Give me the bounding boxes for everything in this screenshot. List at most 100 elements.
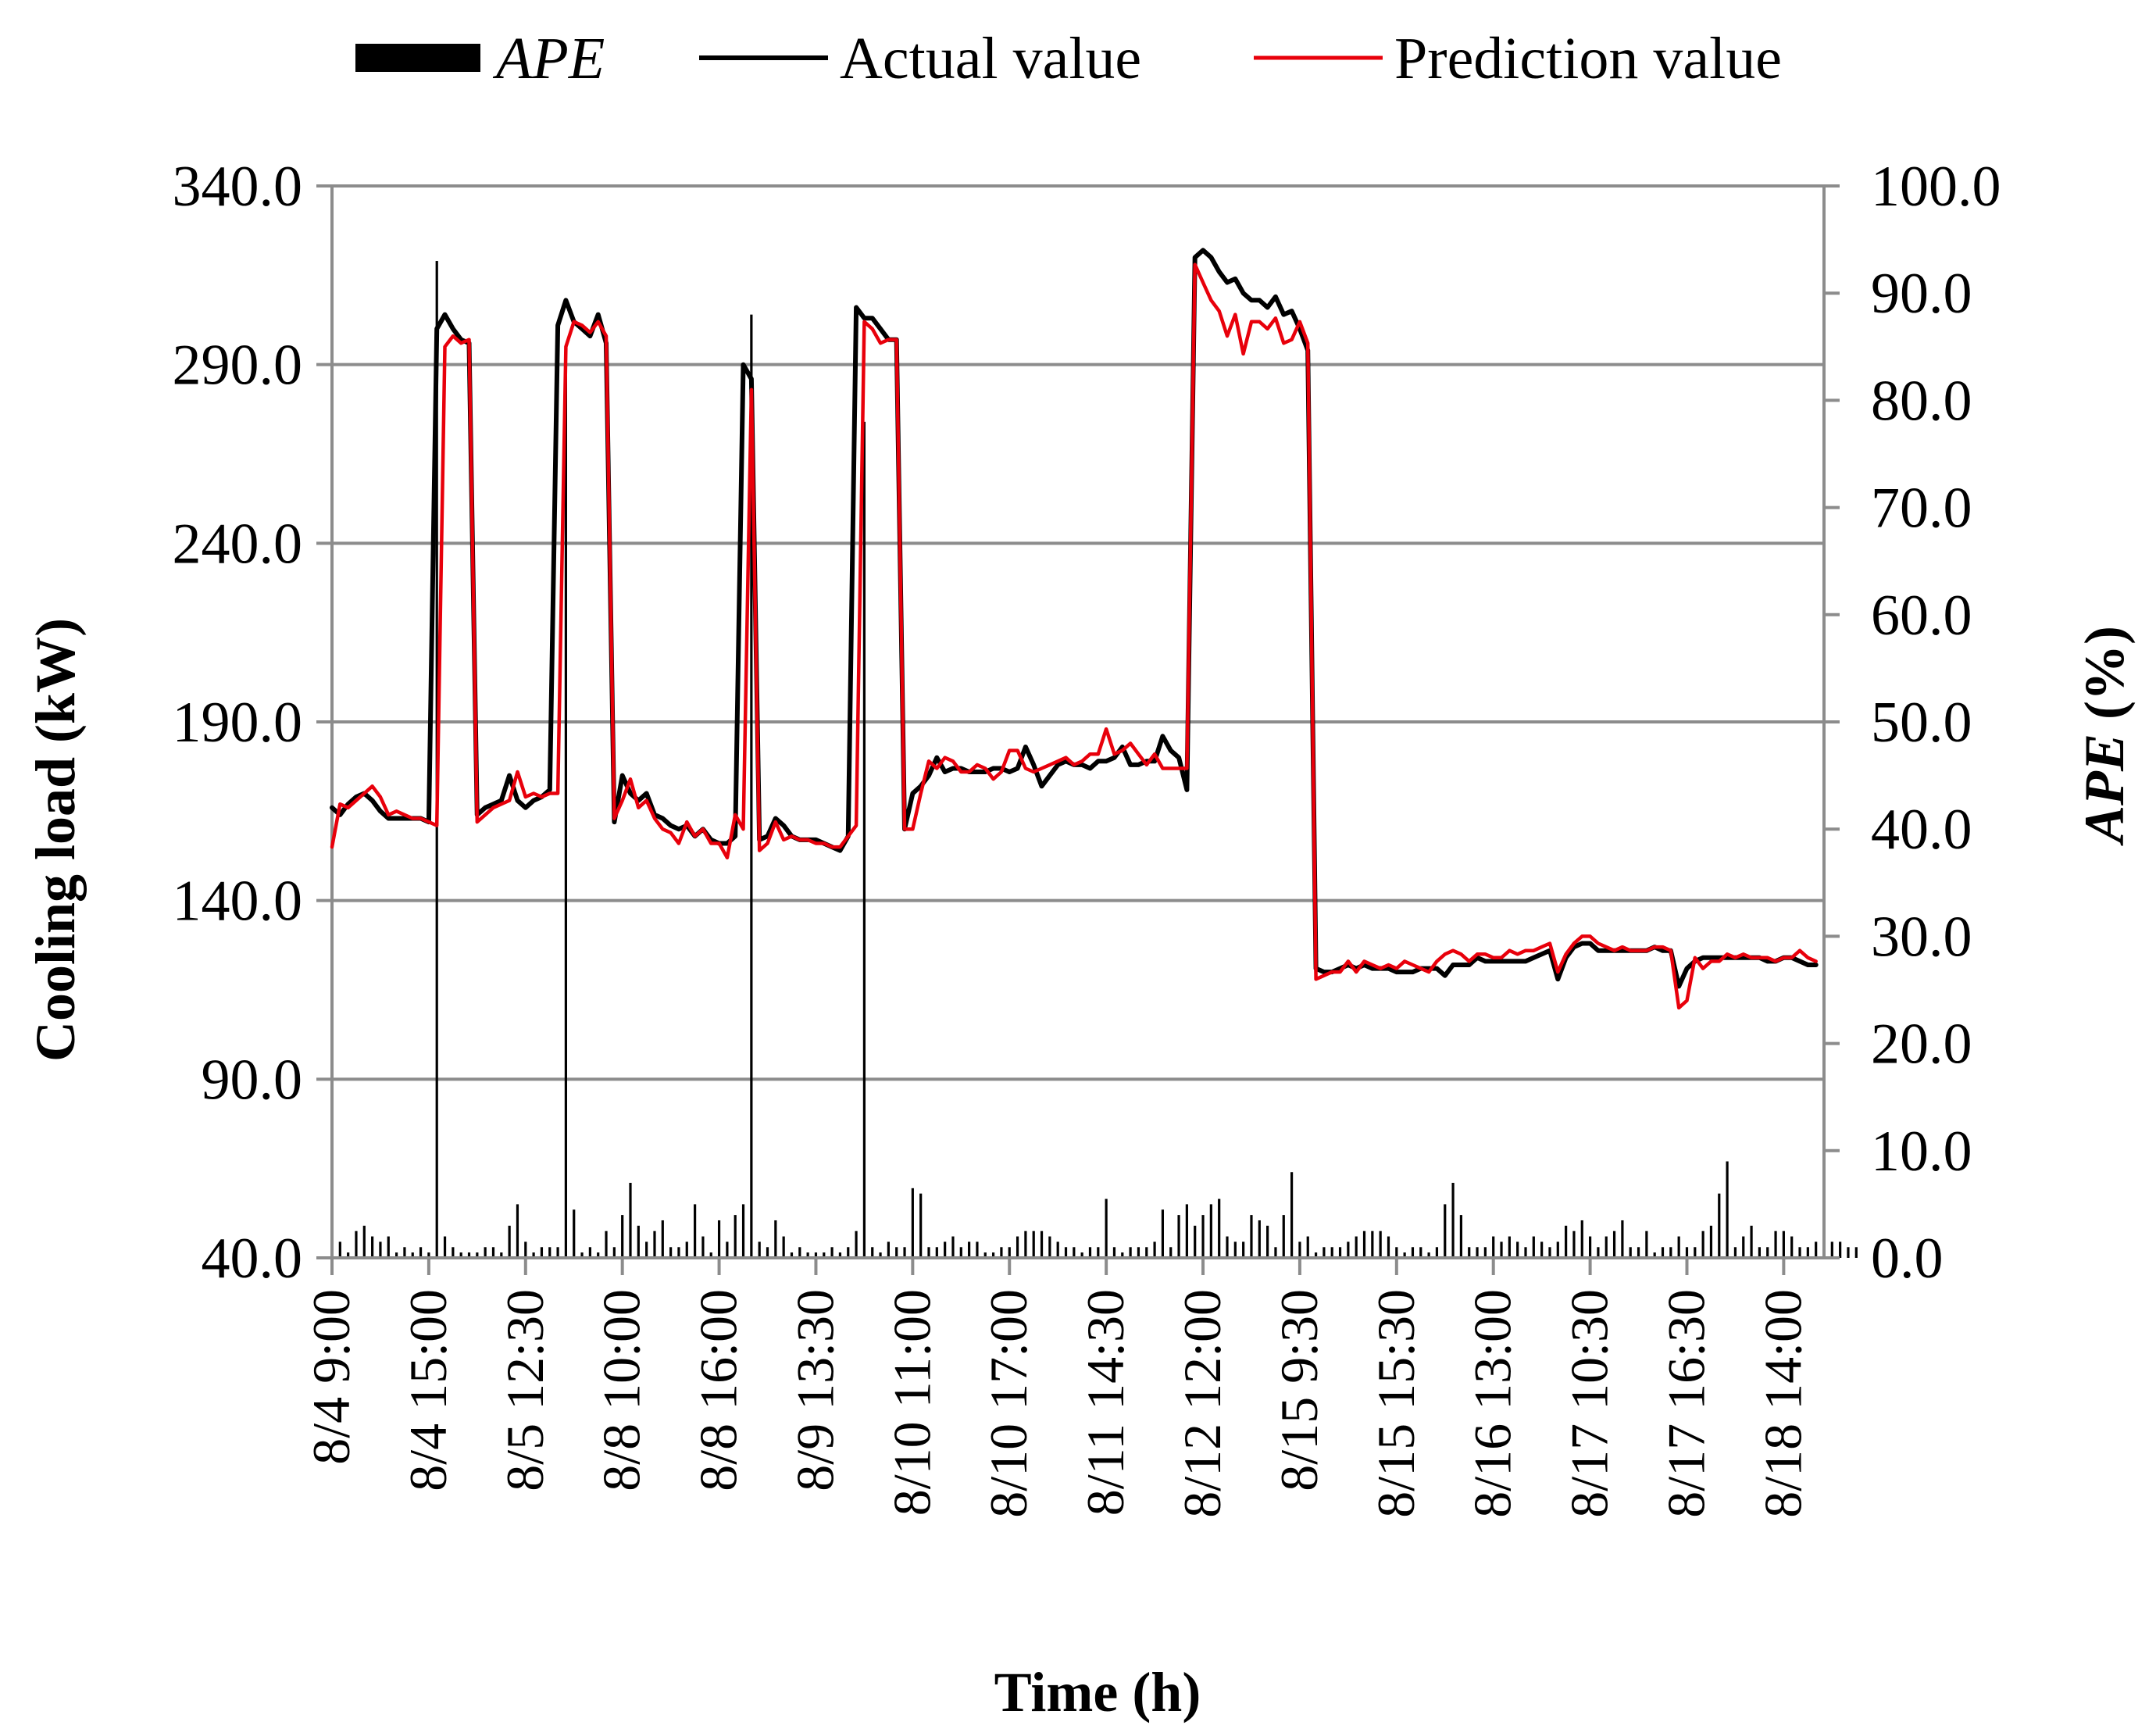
ape-bar	[588, 1247, 591, 1258]
ape-bar	[629, 1182, 632, 1258]
ape-bar	[1766, 1247, 1769, 1258]
legend-actual-label: Actual value	[840, 26, 1141, 91]
left-tick-label: 290.0	[173, 334, 303, 398]
x-tick-label: 8/15 9:30	[1269, 1289, 1329, 1491]
ape-bar	[556, 1247, 559, 1258]
ape-bar	[1500, 1241, 1503, 1258]
ape-bar	[1637, 1247, 1640, 1258]
ape-bar	[1572, 1231, 1576, 1258]
ape-bar	[1709, 1225, 1713, 1258]
ape-bar	[1830, 1241, 1833, 1258]
ape-bar	[1266, 1225, 1269, 1258]
ape-bar	[976, 1241, 979, 1258]
ape-bar	[347, 1252, 350, 1258]
ape-bar	[1064, 1247, 1068, 1258]
x-tick-label: 8/12 12:00	[1173, 1289, 1232, 1518]
ape-bar	[774, 1220, 777, 1258]
ape-bar	[1694, 1247, 1697, 1258]
right-tick-label: 100.0	[1871, 155, 2001, 219]
ape-bar	[427, 1252, 430, 1258]
right-tick-label: 0.0	[1871, 1227, 1944, 1291]
left-tick-label: 140.0	[173, 870, 303, 934]
ape-bar	[1073, 1247, 1076, 1258]
ape-bar	[1194, 1225, 1197, 1258]
ape-bar	[1411, 1247, 1415, 1258]
x-axis-title: Time (h)	[994, 1661, 1201, 1723]
ape-bar	[1105, 1198, 1108, 1258]
ape-bar	[830, 1247, 833, 1258]
ape-bar	[443, 1236, 447, 1258]
ape-bar	[782, 1236, 785, 1258]
ape-bar	[1435, 1247, 1439, 1258]
ape-bar	[621, 1215, 624, 1258]
ape-bar	[1233, 1241, 1237, 1258]
x-tick-label: 8/16 13:00	[1463, 1289, 1522, 1518]
right-axis-title-ape: APE	[2073, 734, 2136, 846]
ape-bar	[1540, 1241, 1544, 1258]
ape-bar	[653, 1231, 656, 1258]
ape-bar	[879, 1252, 882, 1258]
ape-bar	[548, 1247, 551, 1258]
legend-ape-label: APE	[492, 26, 605, 91]
right-tick-label: 10.0	[1871, 1120, 1972, 1184]
ape-bar	[1605, 1236, 1608, 1258]
ape-bar	[1718, 1193, 1721, 1258]
ape-bar	[741, 1204, 745, 1258]
ape-bar	[508, 1225, 511, 1258]
ape-bar	[516, 1204, 519, 1258]
ape-bar	[1565, 1225, 1568, 1258]
ape-bar	[1459, 1215, 1463, 1258]
ape-bar	[1362, 1231, 1366, 1258]
x-tick-label: 8/17 10:30	[1560, 1289, 1619, 1518]
ape-bar	[1274, 1247, 1277, 1258]
ape-bar	[1733, 1247, 1737, 1258]
ape-bar	[1661, 1247, 1665, 1258]
ape-bar	[1758, 1247, 1762, 1258]
ape-bar	[1597, 1247, 1600, 1258]
ape-bar	[1355, 1236, 1358, 1258]
ape-bar	[1306, 1236, 1309, 1258]
ape-bar	[887, 1241, 890, 1258]
ape-bar	[935, 1247, 938, 1258]
series-lines	[330, 248, 1819, 1010]
ape-bar	[1137, 1247, 1140, 1258]
ape-bar	[371, 1236, 374, 1258]
right-tick-label: 80.0	[1871, 369, 1972, 433]
ape-bar	[959, 1247, 962, 1258]
ape-bar	[1226, 1236, 1229, 1258]
ape-bar	[1726, 1161, 1729, 1258]
ape-bar	[1742, 1236, 1745, 1258]
ape-bar	[911, 1188, 914, 1258]
x-tick-label: 8/9 13:30	[786, 1289, 845, 1491]
ape-bar	[1492, 1236, 1495, 1258]
ape-bar	[1612, 1231, 1616, 1258]
ape-bar	[1629, 1247, 1632, 1258]
ape-bar	[750, 314, 753, 1258]
ape-bar	[484, 1247, 487, 1258]
ape-bar	[1588, 1236, 1592, 1258]
ape-bar	[1782, 1231, 1785, 1258]
x-axis-tick-labels: 8/4 9:00 8/4 15:00 8/5 12:30 8/8 10:00 8/8 1…	[302, 1289, 1812, 1518]
ape-bar	[814, 1252, 818, 1258]
ape-bar	[927, 1247, 930, 1258]
ape-bar	[758, 1241, 761, 1258]
ape-bar	[661, 1220, 664, 1258]
right-tick-label: 70.0	[1871, 477, 1972, 541]
ape-bar	[1314, 1252, 1318, 1258]
ape-bar	[1419, 1247, 1422, 1258]
x-tick-label: 8/8 10:00	[592, 1289, 651, 1491]
left-tick-label: 90.0	[202, 1048, 303, 1112]
ape-bar	[645, 1241, 648, 1258]
ape-bar	[919, 1193, 923, 1258]
ape-bar	[1024, 1231, 1027, 1258]
x-tick-label: 8/10 17:00	[979, 1289, 1038, 1518]
ape-bar	[540, 1247, 544, 1258]
ape-bar	[1653, 1252, 1656, 1258]
ape-bar	[1621, 1220, 1624, 1258]
x-tick-label: 8/8 16:00	[689, 1289, 748, 1491]
left-tick-label: 240.0	[173, 512, 303, 576]
x-tick-label: 8/17 16:30	[1657, 1289, 1716, 1518]
ape-bar	[806, 1252, 809, 1258]
ape-bar	[1798, 1247, 1801, 1258]
